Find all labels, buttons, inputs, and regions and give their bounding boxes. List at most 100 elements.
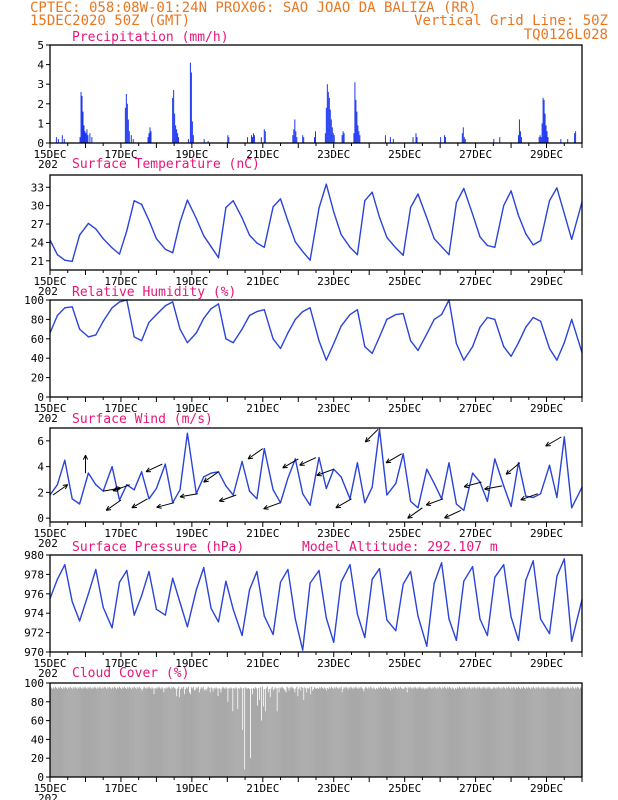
cloud-col-51 (100, 687, 102, 777)
wind-point-45 (395, 482, 397, 484)
cloud-col-235 (281, 686, 283, 777)
cloud-col-131 (179, 697, 181, 777)
pressure-point-30 (279, 581, 282, 583)
cloud-col-301 (346, 687, 348, 777)
cloud-col-61 (110, 687, 112, 777)
pressure-point-10 (126, 569, 128, 572)
cloud-panel: 0 20 40 60 80 100 15DEC 17DEC 19DEC 21DEC 23DEC 25D… (24, 666, 583, 800)
pressure-point-43 (378, 568, 381, 570)
pressure-point-37 (333, 641, 335, 643)
cloud-col-32 (81, 689, 83, 777)
header-model-code: TQ0126L028 (524, 27, 608, 43)
precip-bar-47 (260, 137, 262, 143)
cloud-col-342 (386, 689, 389, 777)
cloud-col-242 (288, 690, 290, 777)
rh-point-64 (540, 320, 542, 322)
cloud-col-53 (102, 687, 104, 777)
pressure-point-68 (571, 640, 573, 642)
rh-ytick-label: 40 (31, 352, 44, 365)
pressure-point-47 (410, 570, 412, 573)
cloud-col-341 (385, 687, 388, 777)
cloud-col-171 (218, 687, 220, 777)
cloud-col-302 (347, 689, 349, 777)
wind-arrow-shaft (112, 484, 130, 492)
cloud-col-296 (341, 692, 343, 777)
precip-bar-85 (440, 137, 442, 143)
temp-point-8 (111, 247, 113, 249)
temp-point-9 (118, 253, 121, 255)
cloud-col-165 (212, 691, 214, 777)
precip-bar-109 (567, 139, 569, 143)
precip-xlabel: 19DEC (175, 148, 208, 161)
cloud-col-241 (287, 687, 289, 777)
cloud-col-115 (163, 692, 165, 777)
wind-arrow-head (316, 471, 321, 476)
cloud-col-442 (485, 689, 487, 777)
cloud-col-209 (255, 688, 258, 777)
temp-point-61 (517, 214, 520, 217)
cloud-ytick-label: 40 (31, 733, 44, 746)
cloud-col-277 (322, 689, 325, 777)
wind-arrow-21 (444, 509, 462, 519)
cloud-col-366 (410, 687, 412, 777)
temp-point-13 (148, 219, 150, 221)
cloud-col-421 (464, 687, 466, 777)
cloud-col-273 (318, 687, 321, 777)
pressure-title: Surface Pressure (hPa) (72, 540, 244, 555)
pressure-point-22 (217, 621, 220, 623)
cloud-col-382 (426, 689, 428, 777)
cloud-col-237 (283, 689, 285, 777)
cloud-col-493 (535, 687, 537, 777)
cloud-col-271 (316, 687, 319, 777)
wind-arrow-shaft (426, 498, 444, 506)
wind-point-2 (64, 459, 66, 461)
cloud-col-130 (178, 686, 180, 777)
precip-bar-97 (520, 137, 522, 143)
cloud-col-228 (274, 687, 276, 777)
wind-point-17 (179, 489, 181, 491)
cloud-col-405 (449, 686, 451, 777)
cloud-col-79 (127, 688, 129, 777)
cloud-col-45 (94, 686, 96, 777)
rh-xlabel: 23DEC (317, 402, 350, 415)
cloud-col-73 (121, 687, 124, 777)
cloud-col-62 (111, 689, 113, 777)
wind-point-35 (318, 457, 320, 459)
temp-point-26 (248, 234, 251, 236)
cloud-col-261 (307, 687, 309, 777)
cloud-col-373 (417, 687, 419, 777)
cloud-col-441 (484, 687, 486, 777)
temp-point-64 (540, 240, 542, 242)
wind-arrow-shaft (316, 468, 334, 476)
cloud-col-417 (460, 689, 462, 777)
precip-bar-108 (560, 139, 562, 143)
precip-ytick-label: 5 (37, 39, 44, 52)
cloud-col-325 (370, 686, 372, 777)
wind-point-67 (563, 436, 565, 438)
cloud-col-533 (575, 687, 577, 777)
cloud-col-401 (445, 687, 447, 777)
cloud-col-496 (538, 687, 540, 777)
cloud-col-66 (115, 687, 117, 777)
pressure-ytick-label: 972 (24, 627, 44, 640)
temp-point-52 (448, 254, 450, 256)
cloud-col-498 (540, 687, 542, 777)
wind-arrow-head (385, 458, 390, 464)
wind-arrow-head (484, 485, 489, 490)
cloud-col-334 (379, 688, 381, 777)
cloud-col-70 (118, 686, 121, 777)
cloud-col-430 (473, 686, 475, 777)
cloud-col-384 (428, 688, 430, 777)
cloud-col-514 (556, 688, 558, 777)
wind-xlabel: 23DEC (317, 527, 350, 540)
cloud-col-111 (159, 687, 161, 777)
wind-arrow-14 (299, 457, 317, 466)
cloud-col-303 (348, 687, 350, 777)
cloud-col-385 (429, 686, 431, 777)
temp-point-10 (126, 230, 128, 232)
precip-bar-84 (416, 137, 418, 143)
cloud-col-208 (254, 687, 257, 777)
cloud-col-368 (412, 687, 414, 777)
wind-arrow-shaft (444, 509, 462, 519)
cloud-col-46 (95, 687, 97, 777)
